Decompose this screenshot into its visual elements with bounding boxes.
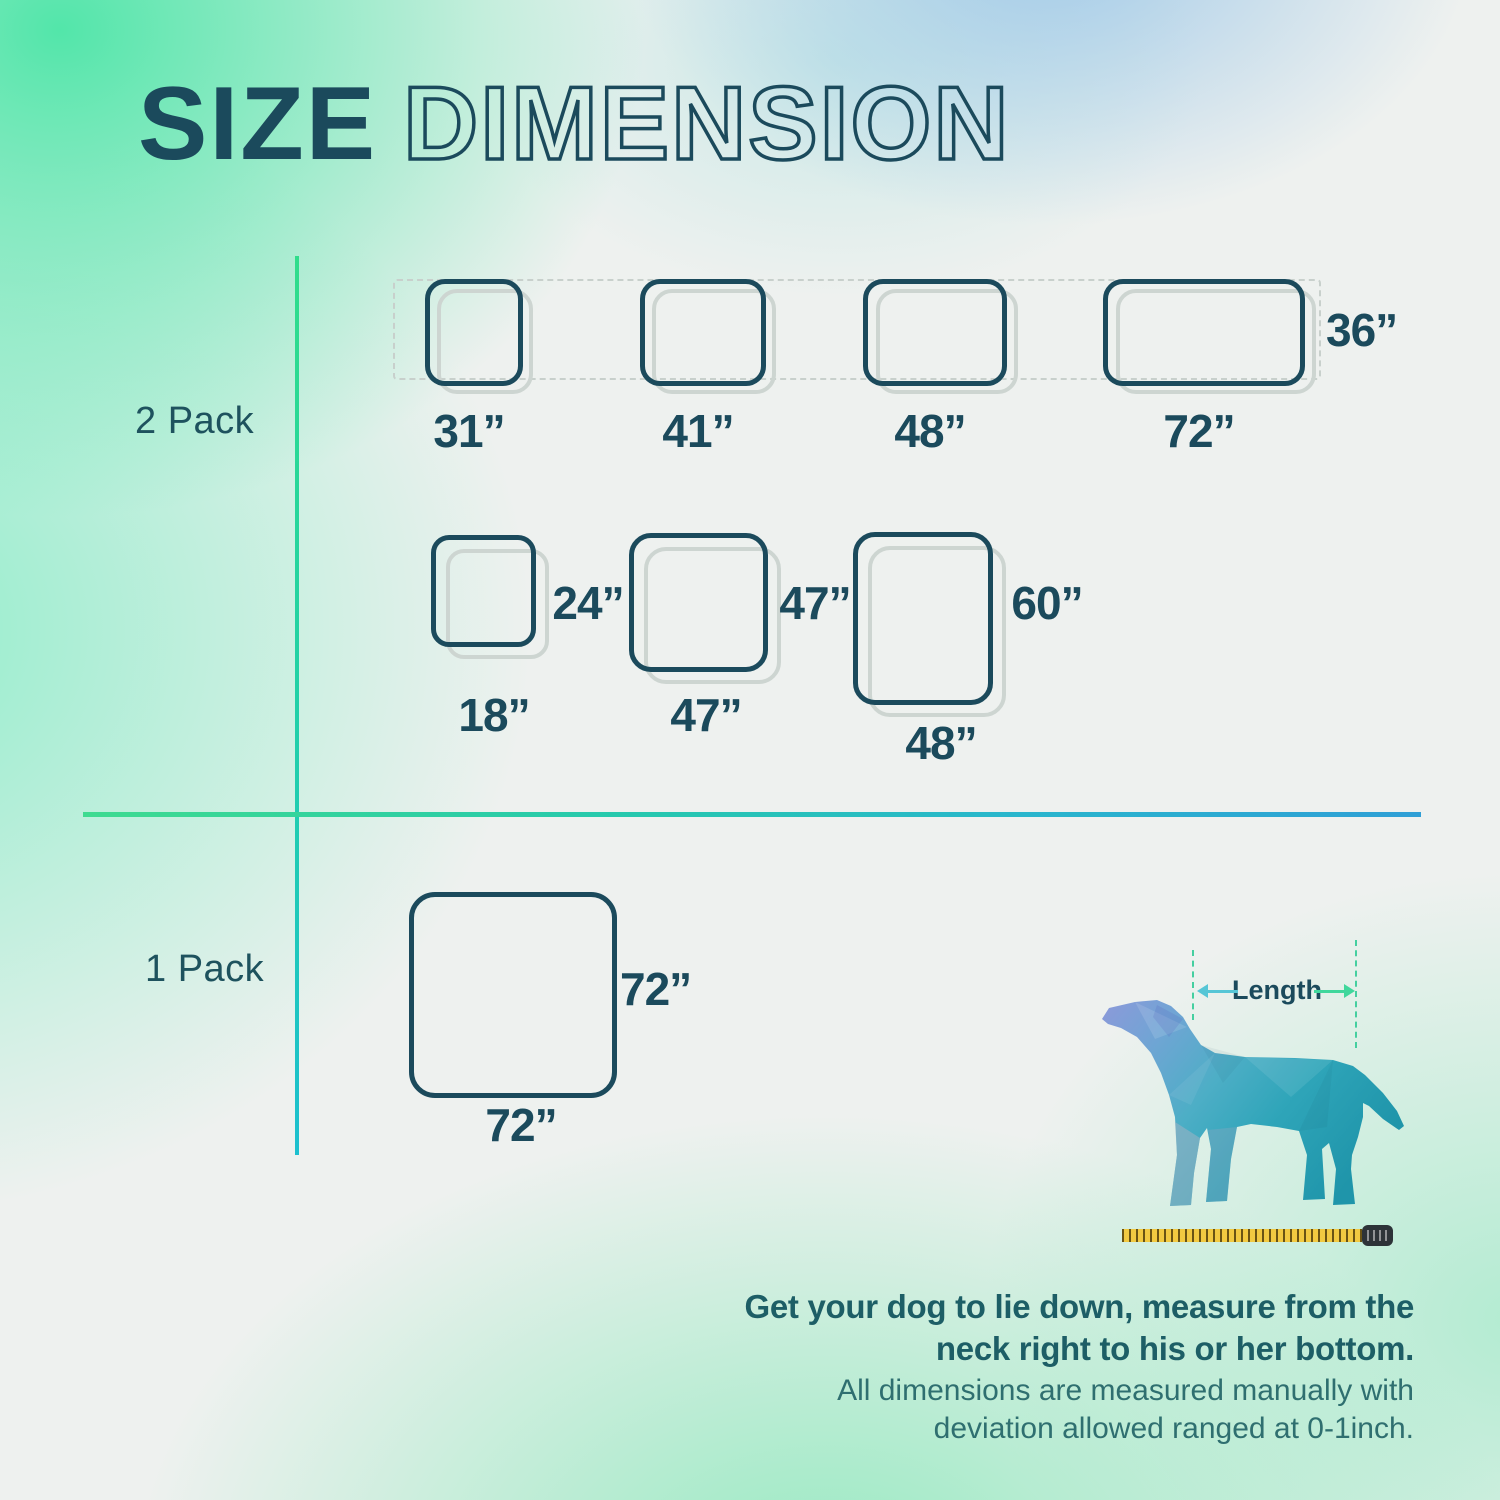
row2-height-label-60: 60” [1011, 577, 1083, 629]
footer-note-line2: deviation allowed ranged at 0-1inch. [933, 1412, 1414, 1445]
row1-width-label-41: 41” [662, 405, 734, 457]
vertical-divider-line [295, 256, 299, 1155]
row1-height-label-36: 36” [1326, 304, 1398, 356]
pack2-label: 2 Pack [135, 400, 255, 442]
size-rect-41-shadow [652, 289, 776, 394]
footer-instruction: Get your dog to lie down, measure from t… [744, 1286, 1415, 1370]
footer-note-line1: All dimensions are measured manually wit… [837, 1374, 1414, 1407]
horizontal-divider-line [83, 812, 1421, 817]
title-outline: DIMENSION [401, 66, 1011, 182]
row2-width-label-18: 18” [458, 689, 530, 741]
row2-width-label-48: 48” [905, 717, 977, 769]
size-rect-48-shadow [876, 289, 1018, 394]
size-rect-72 [1103, 279, 1305, 386]
footer-note: All dimensions are measured manually wit… [837, 1372, 1414, 1448]
size-rect-72x72 [409, 892, 617, 1098]
measuring-tape-end-cap [1362, 1225, 1393, 1246]
row2-height-label-47: 47” [779, 577, 851, 629]
size-rect-47x47-shadow [644, 547, 781, 684]
measuring-tape-icon [1122, 1229, 1362, 1242]
size-rect-31-shadow [437, 289, 533, 394]
page-title: SIZE DIMENSION [138, 70, 1011, 178]
dog-silhouette-icon [1102, 1000, 1404, 1206]
row1-width-label-31: 31” [433, 405, 505, 457]
footer-instruction-line2: neck right to his or her bottom. [935, 1330, 1414, 1367]
footer-instruction-line1: Get your dog to lie down, measure from t… [744, 1288, 1415, 1325]
pack1-height-label-72: 72” [620, 963, 692, 1015]
row1-width-label-48: 48” [894, 405, 966, 457]
arrow-right-line [1314, 990, 1346, 993]
size-rect-48x60 [853, 532, 993, 705]
row1-dashed-frame [393, 279, 1321, 380]
measure-dashed-line-right [1355, 940, 1357, 1048]
measure-dashed-line-left [1192, 950, 1194, 1020]
size-rect-31 [425, 279, 523, 386]
arrow-left-line [1206, 990, 1238, 993]
size-rect-18x24-shadow [446, 549, 549, 659]
row1-width-label-72: 72” [1163, 405, 1235, 457]
row2-height-label-24: 24” [552, 577, 624, 629]
size-rect-48 [863, 279, 1007, 386]
size-rect-47x47 [629, 533, 768, 672]
tape-cap-detail [1367, 1230, 1388, 1241]
arrow-left-icon [1197, 984, 1208, 998]
arrow-right-icon [1344, 984, 1355, 998]
length-label: Length [1232, 975, 1322, 1005]
size-rect-48x60-shadow [868, 546, 1006, 717]
title-solid: SIZE [138, 66, 378, 182]
size-rect-41 [640, 279, 766, 386]
pack1-width-label-72: 72” [485, 1099, 557, 1151]
size-rect-72-shadow [1116, 289, 1316, 394]
size-rect-18x24 [431, 535, 536, 647]
row2-width-label-47: 47” [670, 689, 742, 741]
pack1-label: 1 Pack [145, 948, 265, 990]
